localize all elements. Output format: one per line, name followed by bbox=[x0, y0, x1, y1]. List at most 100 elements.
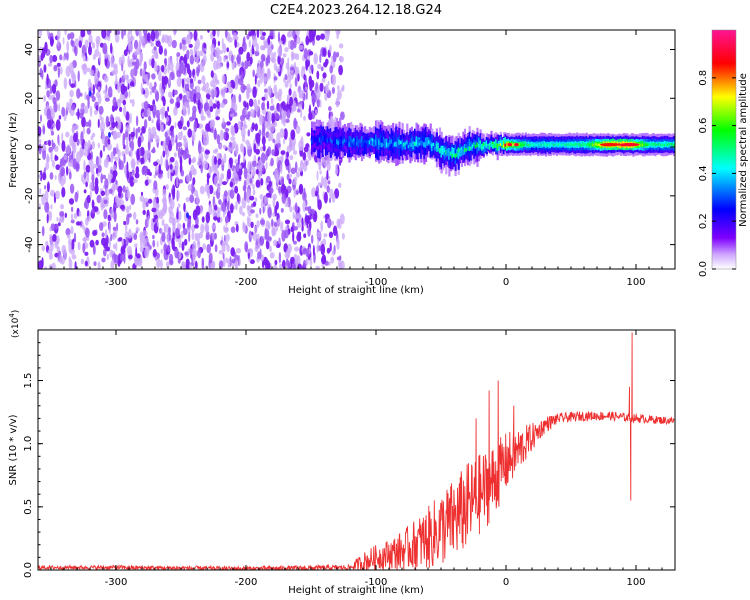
heatmap-noise-cell bbox=[145, 201, 149, 208]
heatmap-noise-cell bbox=[176, 175, 179, 188]
spectrogram-y-tick-label: 0 bbox=[24, 144, 35, 150]
heatmap-signal-cell bbox=[437, 148, 440, 152]
heatmap-noise-cell bbox=[201, 115, 206, 121]
heatmap-noise-cell bbox=[255, 42, 259, 53]
heatmap-noise-cell bbox=[322, 72, 327, 79]
heatmap-signal-cell bbox=[488, 142, 491, 146]
heatmap-noise-cell bbox=[265, 239, 270, 250]
heatmap-noise-cell bbox=[56, 30, 61, 40]
heatmap-noise-cell bbox=[232, 60, 236, 69]
heatmap-peak bbox=[507, 143, 513, 147]
heatmap-noise-cell bbox=[89, 190, 92, 199]
heatmap-noise-cell bbox=[129, 81, 135, 87]
heatmap-signal-cell bbox=[442, 148, 445, 153]
heatmap-noise-cell bbox=[305, 35, 310, 46]
heatmap-noise-cell bbox=[68, 198, 75, 205]
heatmap-noise-cell bbox=[55, 90, 61, 101]
heatmap-signal-cell bbox=[499, 143, 502, 146]
heatmap-noise-cell bbox=[233, 173, 239, 185]
heatmap-signal-cell bbox=[350, 141, 353, 147]
heatmap-signal-cell bbox=[579, 143, 582, 147]
heatmap-noise-cell bbox=[112, 96, 117, 108]
heatmap-signal-cell bbox=[468, 146, 471, 151]
heatmap-noise-cell bbox=[210, 80, 215, 88]
heatmap-noise-cell bbox=[184, 238, 188, 246]
heatmap-noise-cell bbox=[296, 222, 302, 228]
heatmap-noise-cell bbox=[52, 96, 57, 105]
heatmap-noise-cell bbox=[210, 70, 214, 78]
heatmap-noise-cell bbox=[84, 251, 89, 256]
heatmap-noise-cell bbox=[338, 43, 344, 49]
colorbar-tick-label: 0.4 bbox=[698, 165, 709, 181]
heatmap-noise-cell bbox=[128, 60, 131, 68]
heatmap-signal-cell bbox=[646, 143, 649, 147]
heatmap-noise-cell bbox=[155, 165, 158, 173]
heatmap-signal-cell bbox=[484, 143, 487, 152]
heatmap-noise-cell bbox=[235, 162, 240, 173]
heatmap-noise-cell bbox=[114, 194, 119, 204]
heatmap-signal-cell bbox=[671, 143, 674, 146]
heatmap-noise-cell bbox=[284, 81, 289, 88]
heatmap-noise-cell bbox=[194, 232, 198, 242]
colorbar-ticks: 0.0 0.2 0.4 0.6 0.8 bbox=[698, 70, 736, 277]
heatmap-noise-cell bbox=[189, 54, 194, 65]
heatmap-signal-cell bbox=[501, 145, 504, 148]
heatmap-noise-cell bbox=[200, 223, 205, 234]
heatmap-noise-cell bbox=[143, 61, 147, 71]
heatmap-noise-cell bbox=[203, 103, 208, 112]
heatmap-signal-cell bbox=[537, 143, 540, 147]
heatmap-signal-cell bbox=[543, 142, 546, 146]
heatmap-noise-cell bbox=[319, 53, 322, 64]
heatmap-noise-cell bbox=[238, 174, 242, 180]
heatmap-signal-cell bbox=[596, 143, 599, 147]
heatmap-signal-cell bbox=[392, 143, 395, 148]
heatmap-noise-cell bbox=[82, 126, 86, 135]
heatmap-noise-cell bbox=[70, 83, 76, 88]
heatmap-signal-cell bbox=[406, 140, 409, 145]
heatmap-noise-cell bbox=[280, 208, 284, 213]
heatmap-noise-cell bbox=[70, 70, 75, 79]
heatmap-noise-cell bbox=[203, 130, 209, 138]
heatmap-noise-cell bbox=[180, 230, 184, 239]
heatmap-noise-cell bbox=[66, 234, 71, 239]
heatmap-noise-cell bbox=[67, 33, 71, 40]
heatmap-noise-cell bbox=[199, 231, 203, 239]
heatmap-noise-cell bbox=[289, 155, 294, 161]
heatmap-noise-cell bbox=[201, 216, 205, 223]
heatmap-noise-cell bbox=[103, 158, 109, 168]
heatmap-noise-cell bbox=[171, 237, 175, 246]
heatmap-signal-cell bbox=[339, 138, 342, 144]
heatmap-noise-cell bbox=[85, 164, 91, 174]
heatmap-noise-cell bbox=[182, 45, 188, 51]
heatmap-noise-cell bbox=[231, 54, 234, 64]
heatmap-signal-cell bbox=[506, 142, 509, 146]
heatmap-noise-cell bbox=[331, 87, 335, 94]
heatmap-noise-cell bbox=[195, 85, 201, 94]
heatmap-noise-cell bbox=[221, 121, 227, 129]
heatmap-noise-cell bbox=[309, 80, 313, 92]
heatmap-noise-cell bbox=[269, 30, 274, 37]
heatmap-noise-cell bbox=[271, 226, 276, 237]
heatmap-noise-cell bbox=[221, 201, 227, 213]
heatmap-noise-cell bbox=[282, 53, 287, 58]
heatmap-noise-cell bbox=[152, 239, 156, 248]
heatmap-noise-cell bbox=[223, 190, 228, 198]
heatmap-noise-cell bbox=[112, 232, 116, 240]
heatmap-signal-cell bbox=[362, 140, 365, 145]
heatmap-noise-cell bbox=[279, 263, 283, 269]
heatmap-noise-cell bbox=[55, 164, 61, 171]
heatmap-signal-cell bbox=[353, 138, 356, 142]
heatmap-noise-cell bbox=[73, 132, 78, 143]
heatmap-noise-cell bbox=[279, 128, 285, 139]
heatmap-noise-cell bbox=[191, 130, 196, 142]
heatmap-signal-cell bbox=[342, 140, 345, 145]
heatmap-noise-cell bbox=[91, 174, 95, 183]
heatmap-noise-cell bbox=[271, 44, 274, 50]
heatmap-signal-cell bbox=[501, 140, 504, 146]
heatmap-noise-cell bbox=[125, 222, 128, 233]
heatmap-noise-cell bbox=[210, 31, 214, 40]
heatmap-noise-cell bbox=[178, 251, 182, 260]
heatmap-signal-cell bbox=[379, 141, 382, 147]
heatmap-noise-cell bbox=[152, 146, 156, 154]
heatmap-noise-cell bbox=[259, 60, 264, 68]
